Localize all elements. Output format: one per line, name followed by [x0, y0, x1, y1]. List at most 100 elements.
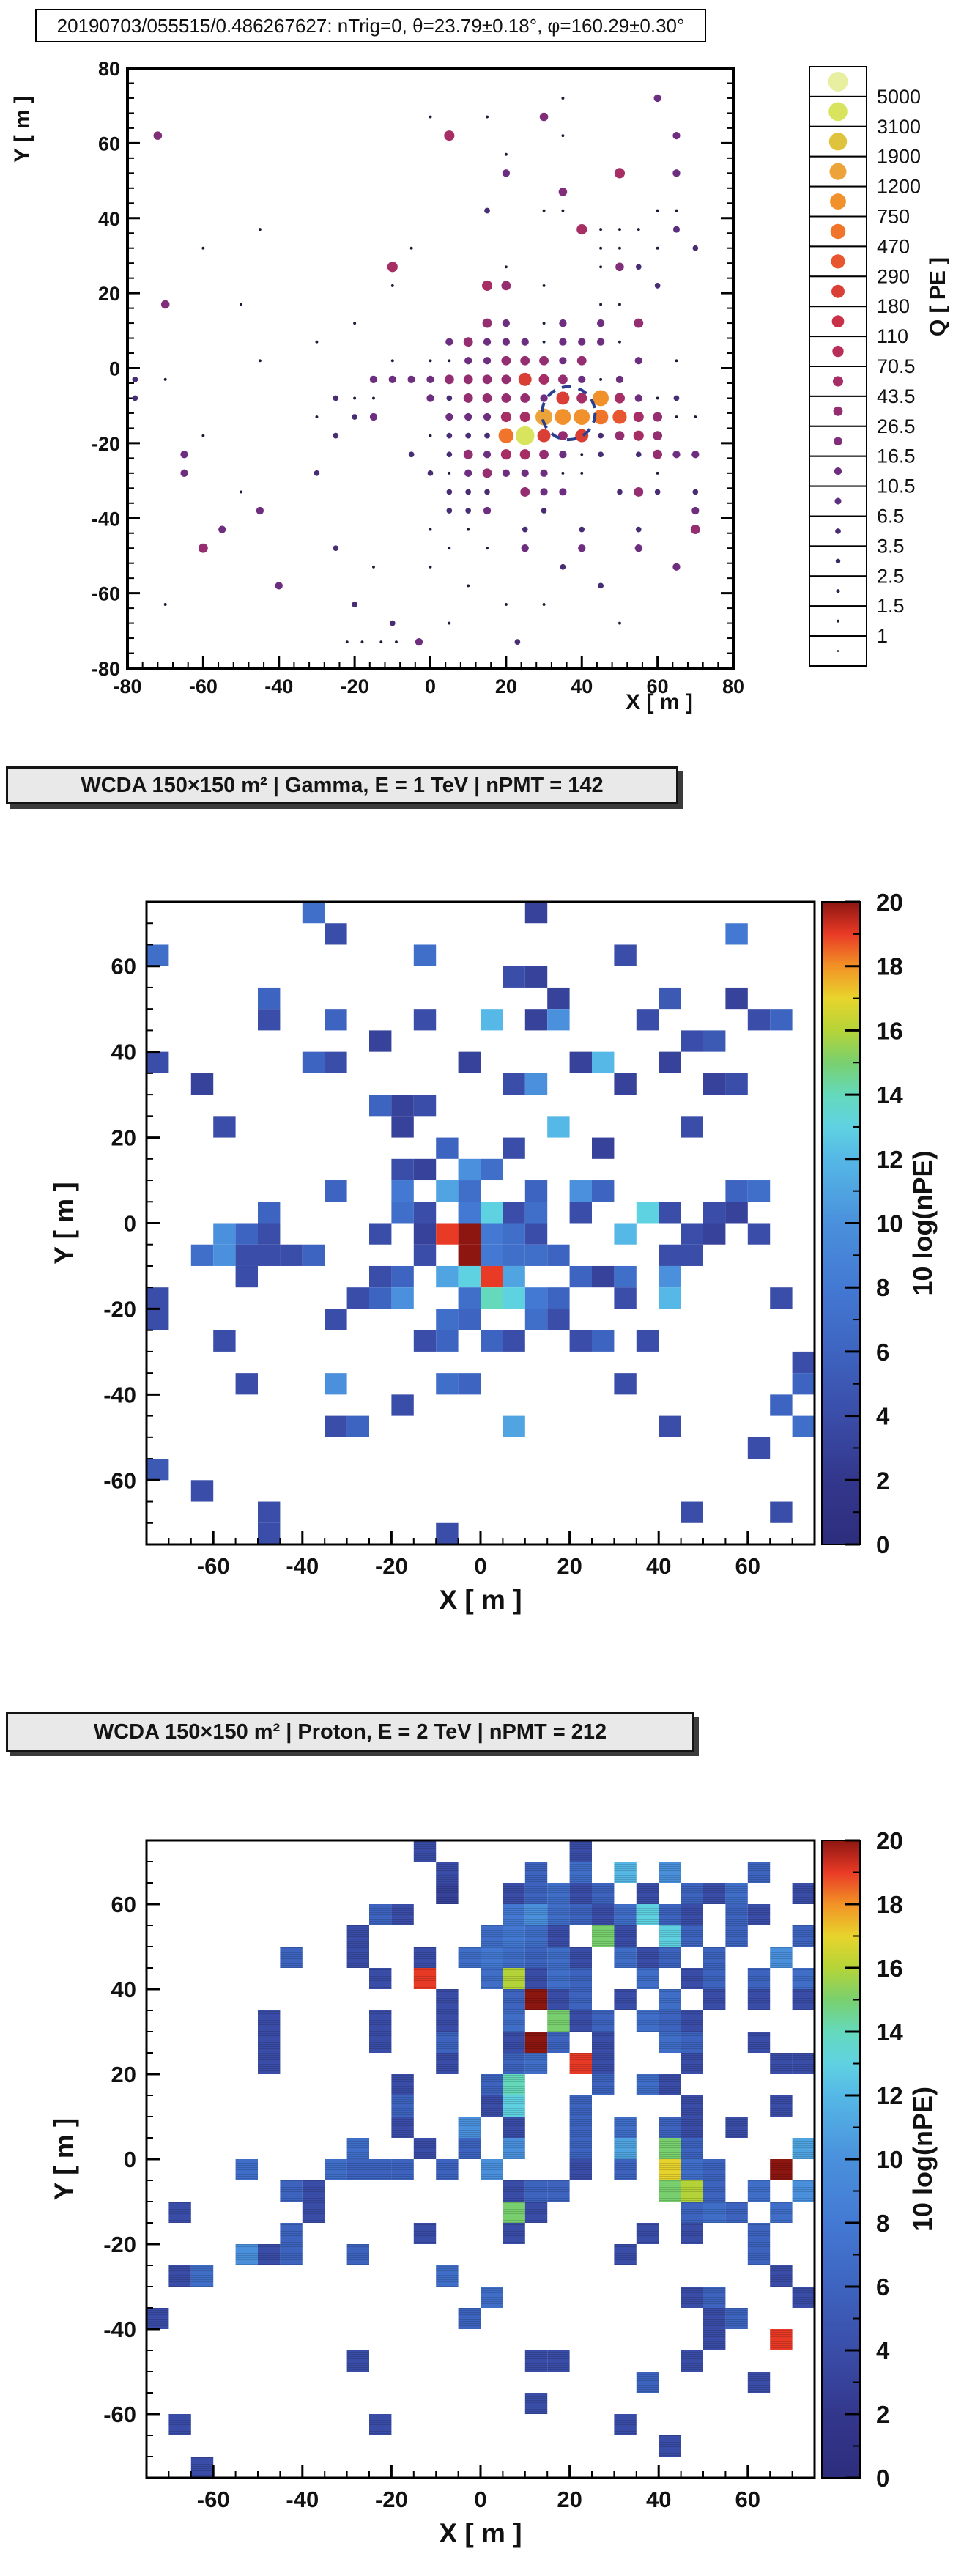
svg-text:10: 10 [876, 1210, 903, 1237]
core-circle-marker [540, 385, 597, 442]
gamma-heatmap-colorbar: 10 log(nPE) [821, 900, 938, 1546]
gamma-heatmap-ylabel: Y [ m ] [49, 1182, 79, 1264]
scatter-frame [126, 67, 735, 670]
svg-text:43.5: 43.5 [877, 385, 916, 407]
svg-text:750: 750 [877, 206, 910, 228]
proton-heatmap-xlabel: X [ m ] [439, 2518, 522, 2548]
proton-header-bar: WCDA 150×150 m² | Proton, E = 2 TeV | nP… [6, 1712, 694, 1752]
gamma-heatmap-xlabel: X [ m ] [439, 1585, 522, 1615]
svg-text:-60: -60 [103, 1467, 136, 1493]
svg-text:20: 20 [876, 889, 903, 916]
event-title-box: 20190703/055515/0.486267627: nTrig=0, θ=… [35, 9, 706, 42]
svg-text:-60: -60 [92, 583, 120, 605]
svg-text:4: 4 [876, 1403, 890, 1430]
svg-text:-80: -80 [113, 676, 141, 697]
charge-scale-legend: 5000 3100 1900 1200 750 470 290 180 110 70.5 43.5 2… [809, 66, 950, 667]
svg-text:0: 0 [876, 2465, 889, 2492]
svg-text:0: 0 [474, 1553, 486, 1579]
svg-text:14: 14 [876, 1081, 903, 1109]
svg-text:60: 60 [111, 1892, 136, 1917]
svg-text:1200: 1200 [877, 176, 921, 198]
svg-text:60: 60 [98, 133, 120, 155]
svg-text:6: 6 [876, 1339, 889, 1366]
svg-text:16: 16 [876, 1017, 903, 1044]
svg-text:40: 40 [646, 2487, 671, 2512]
gamma-heatmap-colorbar-labels: 0 2 4 6 8 10 12 14 16 18 20 [876, 889, 903, 1558]
svg-text:40: 40 [571, 676, 593, 697]
svg-text:16: 16 [876, 1955, 903, 1982]
svg-text:-20: -20 [103, 2232, 136, 2257]
scatter-ylabel: Y [ m ] [10, 96, 34, 163]
svg-text:10: 10 [876, 2146, 903, 2173]
svg-text:14: 14 [876, 2018, 903, 2046]
svg-text:-80: -80 [92, 658, 120, 680]
gamma-heatmap-cells [147, 902, 815, 1544]
svg-text:20: 20 [876, 1827, 903, 1854]
svg-text:40: 40 [111, 1040, 136, 1065]
svg-text:-60: -60 [197, 2487, 230, 2512]
proton-header-text: WCDA 150×150 m² | Proton, E = 2 TeV | nP… [93, 1720, 607, 1744]
svg-text:-60: -60 [189, 676, 218, 697]
svg-text:-20: -20 [103, 1296, 136, 1322]
svg-text:20: 20 [98, 283, 120, 305]
svg-text:60: 60 [647, 676, 669, 697]
svg-text:10.5: 10.5 [877, 475, 916, 497]
svg-text:18: 18 [876, 1891, 903, 1918]
svg-text:-40: -40 [92, 508, 120, 530]
svg-text:-20: -20 [341, 676, 369, 697]
svg-text:-40: -40 [286, 1553, 319, 1579]
svg-text:2: 2 [876, 2401, 889, 2428]
svg-text:-60: -60 [197, 1553, 230, 1579]
svg-text:-40: -40 [103, 2317, 136, 2342]
svg-text:-20: -20 [375, 1553, 408, 1579]
svg-text:-40: -40 [264, 676, 293, 697]
svg-text:20: 20 [557, 2487, 582, 2512]
svg-text:70.5: 70.5 [877, 355, 916, 377]
svg-text:12: 12 [876, 1146, 903, 1173]
svg-text:12: 12 [876, 2082, 903, 2109]
svg-text:1.5: 1.5 [877, 595, 905, 617]
svg-text:3100: 3100 [877, 116, 921, 138]
svg-text:40: 40 [98, 208, 120, 230]
gamma-heatmap-frame [145, 900, 816, 1546]
svg-text:0: 0 [109, 358, 120, 380]
svg-text:-60: -60 [103, 2402, 136, 2427]
svg-text:6.5: 6.5 [877, 506, 905, 528]
svg-text:60: 60 [111, 954, 136, 980]
svg-text:2.5: 2.5 [877, 565, 905, 587]
proton-heatmap-colorbar-labels: 0 2 4 6 8 10 12 14 16 18 20 [876, 1827, 903, 2492]
proton-heatmap-colorbar: 10 log(nPE) [821, 1839, 938, 2479]
svg-text:0: 0 [876, 1531, 889, 1558]
svg-text:80: 80 [722, 676, 744, 697]
proton-heatmap-cells [147, 1840, 815, 2478]
svg-text:180: 180 [877, 295, 910, 317]
svg-text:2: 2 [876, 1467, 889, 1494]
svg-text:0: 0 [124, 1211, 136, 1237]
svg-text:40: 40 [111, 1977, 136, 2002]
svg-text:20: 20 [111, 2062, 136, 2087]
event-title-text: 20190703/055515/0.486267627: nTrig=0, θ=… [56, 14, 685, 37]
svg-text:0: 0 [124, 2147, 136, 2172]
scatter-axes [126, 67, 735, 670]
svg-text:60: 60 [735, 1553, 760, 1579]
svg-text:80: 80 [98, 58, 120, 80]
gamma-heatmap-tick-labels: -60 -40 -20 0 20 40 60 -60 -40 -20 0 20 40 60 [103, 954, 760, 1579]
svg-text:5000: 5000 [877, 86, 921, 108]
proton-heatmap-colorbar-title: 10 log(nPE) [908, 2087, 938, 2232]
gamma-heatmap-colorbar-title: 10 log(nPE) [908, 1150, 938, 1295]
svg-text:-20: -20 [375, 2487, 408, 2512]
svg-text:1: 1 [877, 625, 888, 647]
scatter-event-display: -80 -60 -40 -20 0 20 40 60 80 -80 -60 -40 -20 0 20 40 60… [10, 58, 744, 714]
svg-text:0: 0 [425, 676, 436, 697]
svg-text:4: 4 [876, 2337, 890, 2364]
svg-text:20: 20 [111, 1125, 136, 1151]
svg-text:26.5: 26.5 [877, 415, 916, 437]
svg-text:20: 20 [495, 676, 517, 697]
svg-text:8: 8 [876, 2210, 889, 2237]
svg-text:-40: -40 [286, 2487, 319, 2512]
legend-title: Q [ PE ] [926, 257, 950, 336]
svg-text:290: 290 [877, 265, 910, 287]
